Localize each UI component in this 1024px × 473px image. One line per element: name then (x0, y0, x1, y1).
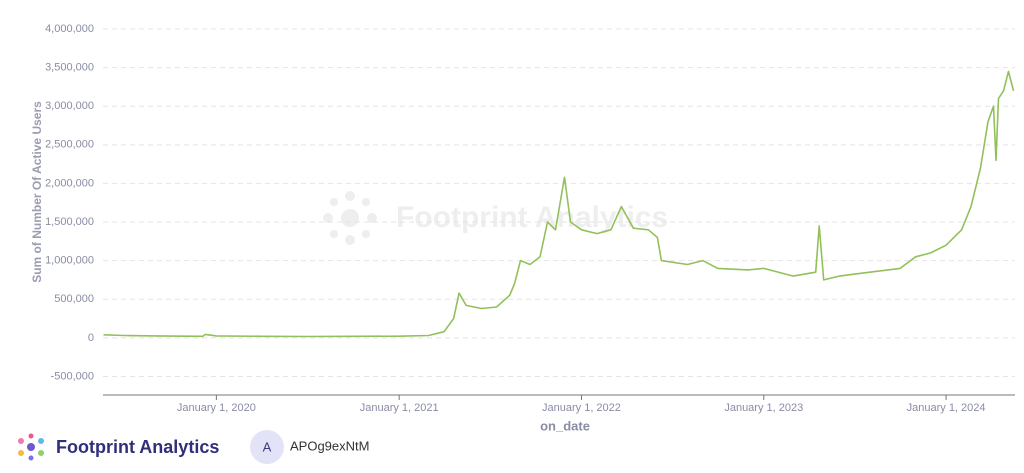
avatar-letter: A (263, 439, 272, 454)
watermark-logo (323, 191, 377, 245)
footer-logo (18, 433, 44, 461)
y-tick-label: 2,000,000 (45, 177, 94, 189)
y-tick-label: -500,000 (51, 370, 94, 382)
y-tick-label: 4,000,000 (45, 23, 94, 35)
x-tick-label: January 1, 2023 (724, 402, 803, 414)
watermark: Footprint Analytics (396, 201, 668, 234)
x-axis-label: on_date (540, 418, 590, 433)
x-tick-label: January 1, 2020 (177, 402, 256, 414)
y-tick-label: 3,000,000 (45, 100, 94, 112)
x-tick-label: January 1, 2022 (542, 402, 621, 414)
avatar-circle (250, 430, 284, 464)
y-tick-label: 3,500,000 (45, 62, 94, 74)
footer-brand: Footprint Analytics (56, 437, 219, 457)
x-tick-label: January 1, 2024 (907, 402, 986, 414)
y-tick-label: 1,500,000 (45, 216, 94, 228)
data-line (103, 70, 1015, 338)
y-tick-label: 500,000 (54, 293, 94, 305)
y-axis-label: Sum of Number Of Active Users (30, 101, 44, 283)
y-tick-label: 2,500,000 (45, 139, 94, 151)
user-name: APOg9exNtM (290, 438, 369, 453)
y-tick-label: 0 (88, 332, 94, 344)
x-tick-label: January 1, 2021 (360, 402, 439, 414)
y-tick-label: 1,000,000 (45, 255, 94, 267)
